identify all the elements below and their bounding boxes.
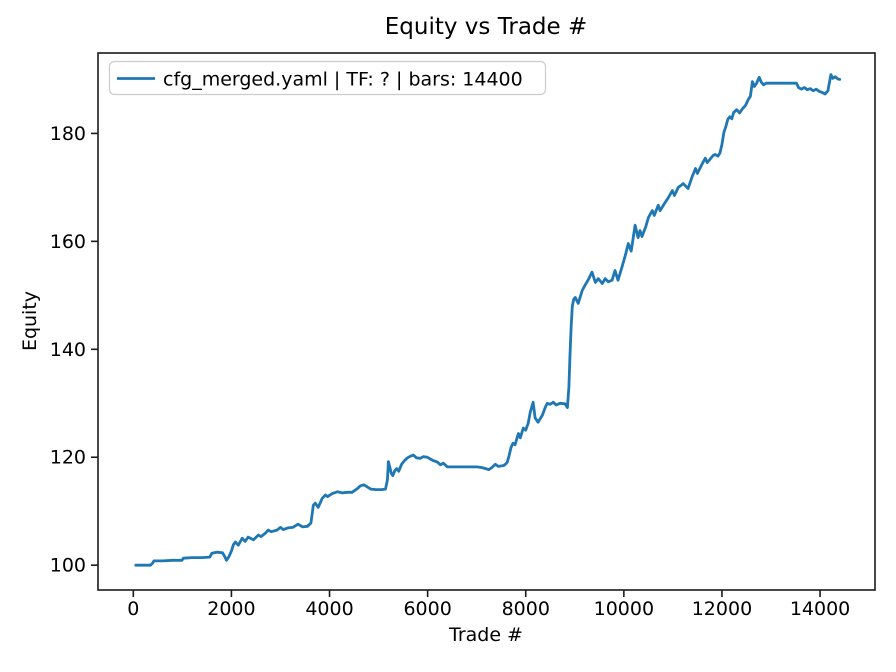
legend-label: cfg_merged.yaml | TF: ? | bars: 14400 [163,69,523,91]
series-group [134,73,842,567]
equity-line [134,73,842,567]
y-axis-ticks: 100 120 140 160 180 [50,123,98,577]
y-axis-label: Equity [19,291,41,351]
x-tick-label: 0 [127,598,139,620]
legend-box [108,60,547,96]
legend: cfg_merged.yaml | TF: ? | bars: 14400 [108,60,547,96]
y-tick-label: 160 [50,231,86,253]
x-tick-label: 4000 [305,598,353,620]
x-axis-label: Trade # [448,624,523,646]
x-tick-label: 14000 [790,598,850,620]
plot-border [97,52,876,591]
x-tick-label: 2000 [207,598,255,620]
x-axis-ticks: 0 2000 4000 6000 8000 10000 12000 14000 [127,590,850,620]
y-tick-label: 120 [50,447,86,469]
chart-title: Equity vs Trade # [385,14,588,40]
y-tick-label: 100 [50,555,86,577]
x-tick-label: 12000 [692,598,752,620]
x-tick-label: 8000 [502,598,550,620]
x-tick-label: 10000 [594,598,654,620]
y-tick-label: 140 [50,339,86,361]
x-tick-label: 6000 [403,598,451,620]
y-tick-label: 180 [50,123,86,145]
